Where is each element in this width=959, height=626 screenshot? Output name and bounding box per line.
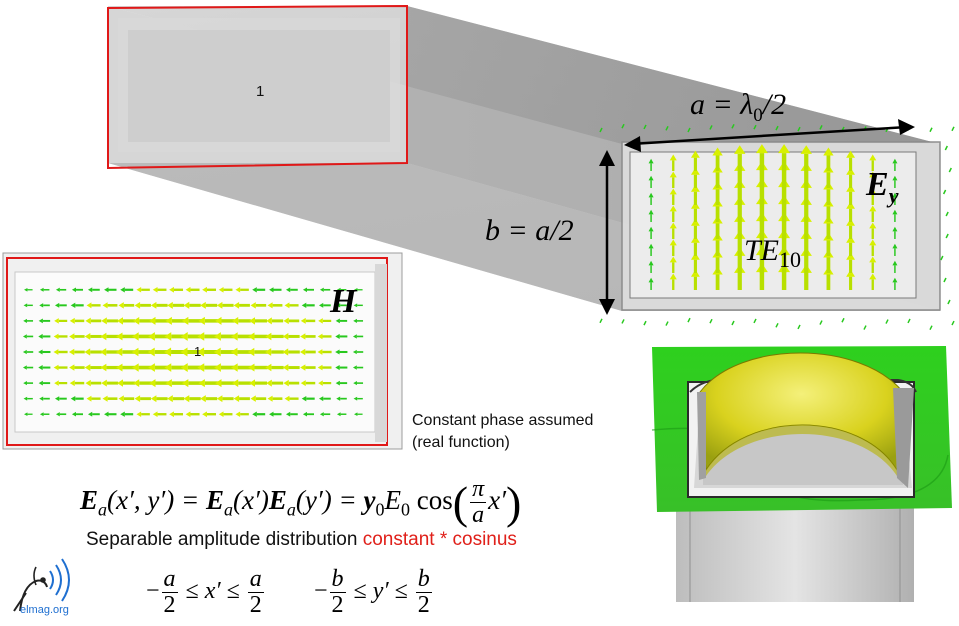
phase-note: Constant phase assumed (real function) (412, 410, 593, 454)
mode-label: TE10 (744, 234, 801, 273)
port-number-inset-label: 1 (194, 344, 201, 359)
e-field-fringe-mark (798, 325, 800, 329)
e-field-fringe-mark (948, 300, 950, 304)
e-field-fringe-mark (930, 326, 932, 330)
e-field-fringe-mark (600, 319, 602, 323)
e-field-fringe-mark (952, 127, 954, 131)
amplitude-surface-plot (652, 346, 952, 602)
e-field-fringe-mark (688, 318, 690, 322)
e-field-fringe-mark (622, 319, 624, 323)
dimension-b-label: b = a/2 (485, 214, 574, 248)
e-field-fringe-mark (944, 190, 946, 194)
dimension-a-label: a = λ0/2 (690, 88, 786, 127)
e-field-fringe-mark (710, 319, 712, 323)
e-field-fringe-mark (949, 168, 951, 172)
e-field-fringe-mark (886, 320, 888, 324)
e-field-fringe-mark (842, 318, 844, 322)
output-aperture (600, 124, 954, 330)
e-field-fringe-mark (754, 319, 756, 323)
e-field-fringe-mark (946, 234, 948, 238)
e-field-fringe-mark (666, 322, 668, 326)
h-field-label: H (330, 283, 356, 321)
e-field-fringe-mark (945, 146, 947, 150)
e-field-fringe-mark (864, 326, 866, 330)
range-x: − a 2 ≤ x′ ≤ a2 (146, 567, 266, 618)
separable-highlight: constant * cosinus (363, 529, 517, 550)
port-number-label: 1 (256, 83, 264, 100)
e-field-fringe-mark (952, 321, 954, 325)
separable-note: Separable amplitude distribution constan… (86, 529, 517, 551)
e-field-fringe-mark (732, 321, 734, 325)
e-field-fringe-mark (644, 321, 646, 325)
range-y: − b 2 ≤ y′ ≤ b2 (314, 567, 434, 618)
phase-note-line1: Constant phase assumed (412, 410, 593, 432)
e-field-fringe-mark (941, 256, 943, 260)
e-field-fringe-mark (908, 319, 910, 323)
e-field-fringe-mark (776, 323, 778, 327)
e-field-fringe-mark (930, 128, 932, 132)
logo-text: elmag.org (20, 604, 69, 616)
phase-note-line2: (real function) (412, 432, 593, 454)
e-field-fringe-mark (820, 321, 822, 325)
e-field-label: Ey (866, 166, 898, 209)
e-field-fringe-mark (944, 278, 946, 282)
e-field-fringe-mark (946, 212, 948, 216)
